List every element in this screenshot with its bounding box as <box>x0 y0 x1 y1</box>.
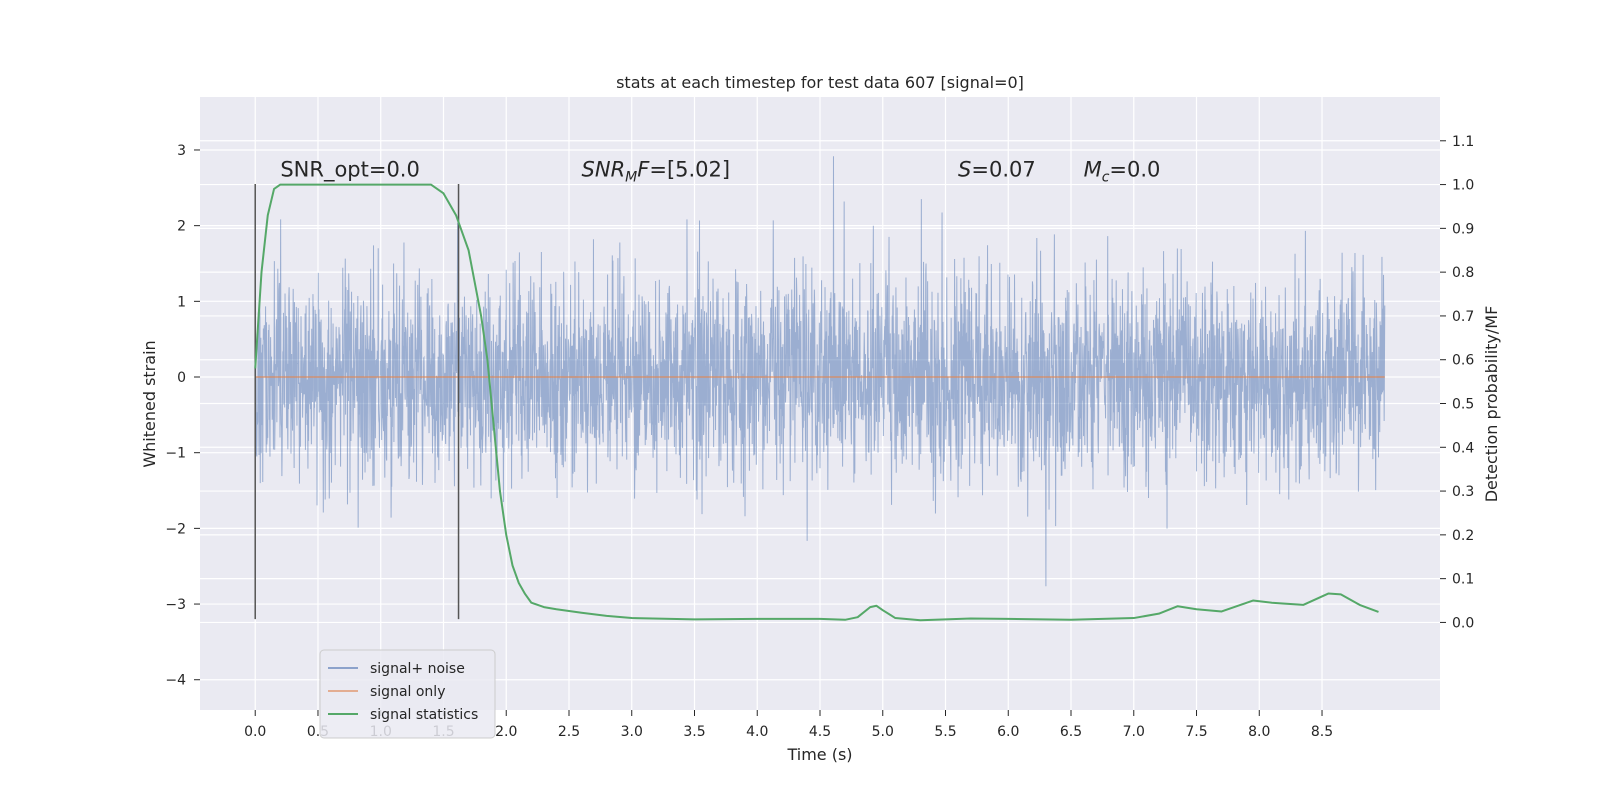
yr-tick-label-1: 1.0 <box>1452 178 1474 194</box>
vertical-markers <box>254 184 460 620</box>
legend-label-1: signal only <box>370 684 445 700</box>
signal-statistics-line <box>254 183 1379 622</box>
legend-label-2: signal statistics <box>370 707 478 723</box>
signal-noise-line <box>254 156 1386 587</box>
yr-tick-label-4: 0.7 <box>1452 309 1474 325</box>
x-tick-label-8: 4.0 <box>746 724 768 740</box>
series-signal-noise <box>254 156 1386 587</box>
yl-tick-label-4: −1 <box>165 446 186 462</box>
yl-tick-label-3: 0 <box>177 370 186 386</box>
x-tick-label-4: 2.0 <box>495 724 517 740</box>
x-tick-label-17: 8.5 <box>1311 724 1333 740</box>
series-signal-statistics <box>254 183 1379 622</box>
yl-tick-label-0: 3 <box>177 143 186 159</box>
annotations: SNR_opt=0.0 SNRMF=[5.02] S=0.07 Mc=0.0 <box>280 157 1160 185</box>
x-tick-label-11: 5.5 <box>934 724 956 740</box>
legend-label-0: signal+ noise <box>370 661 465 677</box>
legend: signal+ noise signal only signal statistic… <box>319 649 496 739</box>
annotation-s: S=0.07 <box>958 157 1036 181</box>
yl-tick-label-2: 1 <box>177 294 186 310</box>
y-axis-left: 3 2 1 0 −1 −2 −3 −4 <box>165 143 200 689</box>
x-tick-label-9: 4.5 <box>809 724 831 740</box>
yl-tick-label-6: −3 <box>165 597 186 613</box>
y-axis-right: 1.1 1.0 0.9 0.8 0.7 0.6 0.5 0.4 0.3 0.2 0.1 0.0 <box>1440 134 1474 631</box>
x-tick-label-0: 0.0 <box>244 724 266 740</box>
x-tick-label-7: 3.5 <box>683 724 705 740</box>
yr-tick-label-6: 0.5 <box>1452 397 1474 413</box>
x-tick-label-5: 2.5 <box>558 724 580 740</box>
y-axis-left-label: Whitened strain <box>140 340 159 467</box>
x-tick-label-6: 3.0 <box>621 724 643 740</box>
annotation-mc: Mc=0.0 <box>1084 157 1161 185</box>
yr-tick-label-3: 0.8 <box>1452 265 1474 281</box>
chart-title: stats at each timestep for test data 607… <box>616 73 1024 92</box>
x-tick-label-12: 6.0 <box>997 724 1019 740</box>
yr-tick-label-0: 1.1 <box>1452 134 1474 150</box>
yl-tick-label-5: −2 <box>165 521 186 537</box>
yr-tick-label-2: 0.9 <box>1452 221 1474 237</box>
annotation-snr_mf: SNRMF=[5.02] <box>582 157 731 185</box>
y-axis-right-label: Detection probability/MF <box>1482 306 1501 503</box>
annotation-snr_opt: SNR_opt=0.0 <box>280 157 420 182</box>
x-tick-label-13: 6.5 <box>1060 724 1082 740</box>
x-axis-label: Time (s) <box>786 745 852 764</box>
yr-tick-label-10: 0.1 <box>1452 572 1474 588</box>
yr-tick-label-7: 0.4 <box>1452 440 1474 456</box>
yr-tick-label-8: 0.3 <box>1452 484 1474 500</box>
yr-tick-label-5: 0.6 <box>1452 353 1474 369</box>
x-tick-label-15: 7.5 <box>1185 724 1207 740</box>
x-tick-label-14: 7.0 <box>1123 724 1145 740</box>
yr-tick-label-11: 0.0 <box>1452 615 1474 631</box>
x-tick-label-16: 8.0 <box>1248 724 1270 740</box>
yl-tick-label-1: 2 <box>177 219 186 235</box>
x-tick-label-10: 5.0 <box>872 724 894 740</box>
legend-box <box>319 649 496 739</box>
yr-tick-label-9: 0.2 <box>1452 528 1474 544</box>
yl-tick-label-7: −4 <box>165 673 186 689</box>
